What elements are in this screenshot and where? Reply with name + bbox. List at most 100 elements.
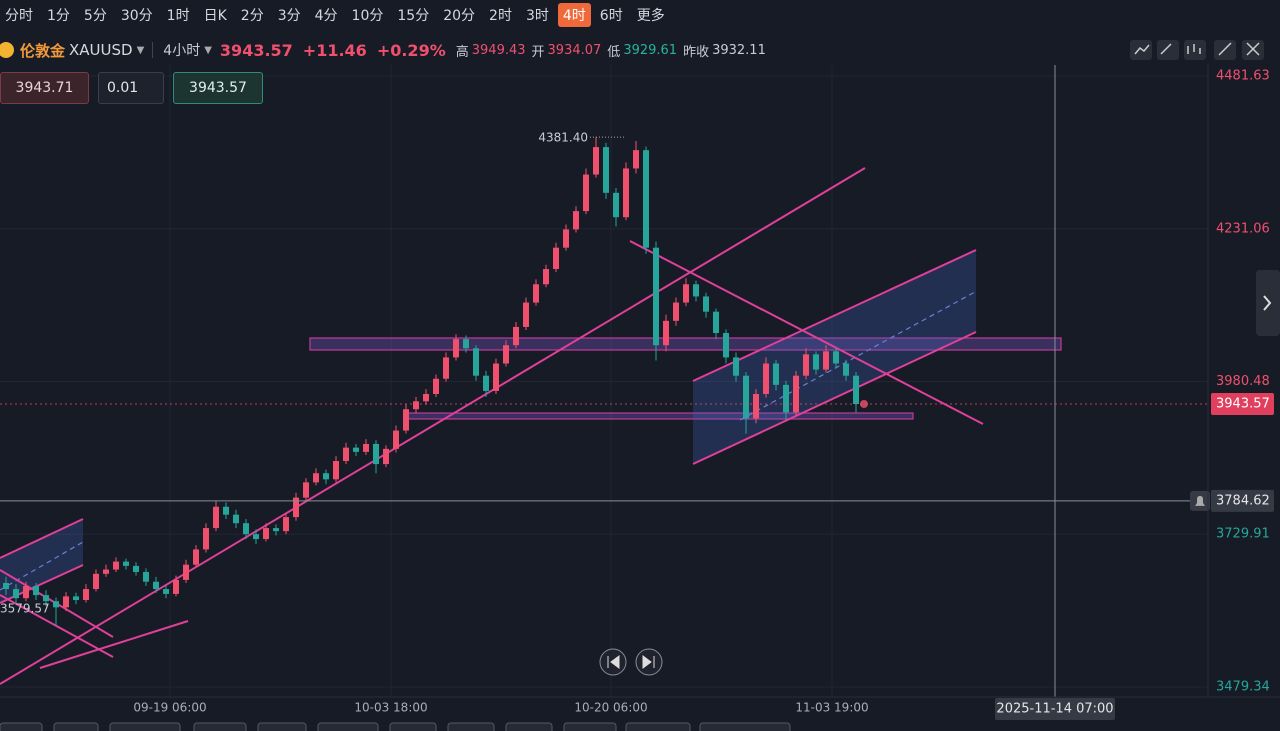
timeframe[interactable]: 15分 [397,7,430,24]
bottom-button[interactable] [389,722,437,731]
candle-body [373,443,379,465]
y-tick-label: 3479.34 [1216,679,1270,694]
timeframe[interactable]: 1时 [166,7,190,24]
channel-line [0,518,84,559]
sell-price[interactable]: 3943.71 [0,72,89,104]
timeframe[interactable]: 2分 [240,7,264,24]
trend-line [0,594,114,658]
y-tick-label: 4231.06 [1216,221,1270,236]
candle-body [493,363,499,391]
tool-button[interactable] [1130,40,1152,60]
bottom-button[interactable] [109,722,181,731]
timeframe[interactable]: 2时 [489,7,512,24]
timeframe[interactable]: 10分 [351,7,384,24]
candle-body [473,348,479,376]
candle-body [553,247,559,270]
timeframe[interactable]: 4分 [314,7,338,24]
candle-body [293,497,299,518]
alert-icon [1195,495,1205,506]
buy-price[interactable]: 3943.57 [173,72,263,104]
timeframe[interactable]: 3分 [277,7,301,24]
bottom-button[interactable] [505,722,553,731]
candle-body [703,296,709,312]
candle-body [733,357,739,376]
timeframe[interactable]: 5分 [83,7,107,24]
candle-body [623,168,629,218]
zone [309,337,1062,351]
bottom-button[interactable] [193,722,247,731]
timeframe[interactable]: 20分 [443,7,476,24]
candle-body [753,393,759,419]
low-label: 3579.57 [0,601,50,615]
candle-body [193,549,199,565]
symbol-caret[interactable]: ▼ [136,44,145,56]
candle-body [403,409,409,431]
timeframe[interactable]: 日K [203,7,227,24]
candle-body [133,565,139,572]
crosshair-price: 3784.62 [1216,493,1270,508]
symbol-code[interactable]: XAUUSD [69,41,133,59]
candle-body [693,284,699,297]
candle-body [173,579,179,594]
timeframe[interactable]: 6时 [599,7,623,24]
timeframe-toolbar: 分时 1分 5分 30分 1时 日K 2分 3分 4分 10分 15分 20分 2时 3时 4时 6时 更多 [0,0,1280,29]
candle-body [463,339,469,349]
candle-body [323,473,329,480]
interval[interactable]: 4小时 [163,43,201,59]
candle-body [233,514,239,524]
candle-body [683,284,689,303]
symbol-icon [0,42,14,58]
bottom-button[interactable] [257,722,307,731]
bottom-button[interactable] [53,722,99,731]
side-tab-icon [1263,295,1272,311]
candle-body [813,354,819,370]
timeframe[interactable]: 1分 [47,7,70,24]
bottom-button[interactable] [0,722,43,731]
crosshair-price-box [1211,489,1274,512]
candle-body [593,147,599,175]
timeframe[interactable]: 3时 [525,7,549,24]
y-tick-label: 3729.91 [1216,527,1270,542]
bottom-button[interactable] [447,722,495,731]
candle-body [103,569,109,574]
candle-body [803,354,809,376]
side-tab-bg[interactable] [1256,270,1280,336]
bottom-button[interactable] [317,722,379,731]
symbol-name[interactable]: 伦敦金 [20,41,66,60]
candle-body [363,443,369,452]
bottom-button[interactable] [563,722,617,731]
candle-body [203,528,209,550]
prev-value: 3932.11 [712,42,766,58]
candle-body [343,447,349,462]
open-value: 3934.07 [547,42,602,58]
trend-line [0,167,866,685]
tool-button[interactable] [1157,40,1179,60]
bottom-button[interactable] [625,722,691,731]
channel-line [692,249,977,382]
candle-body [633,150,639,169]
timeframe[interactable]: 分时 [5,7,33,24]
candle-body [3,582,9,590]
bottom-buttons[interactable] [0,722,791,731]
tool-button[interactable] [1184,40,1206,60]
candle-body [353,447,359,452]
replay-controls[interactable] [599,648,663,676]
interval-caret[interactable]: ▼ [204,44,212,56]
candle-body [583,174,589,212]
candle-body [253,534,259,540]
y-tick-label: 3980.48 [1216,374,1270,389]
trend-line [39,620,189,669]
quantity[interactable]: 0.01 [98,72,164,104]
side-tab[interactable] [1256,270,1280,336]
timeframe[interactable]: 4时 [557,2,591,27]
candle-body [543,269,549,285]
candle-body [523,302,529,327]
candle-body [333,461,339,480]
x-tick-label: 10-03 18:00 [354,701,427,715]
chart-tools[interactable] [1130,40,1264,60]
bottom-button[interactable] [699,722,791,731]
change: +11.46 [302,40,367,60]
timeframe[interactable]: 30分 [120,7,153,24]
timeframe[interactable]: 更多 [636,7,665,24]
